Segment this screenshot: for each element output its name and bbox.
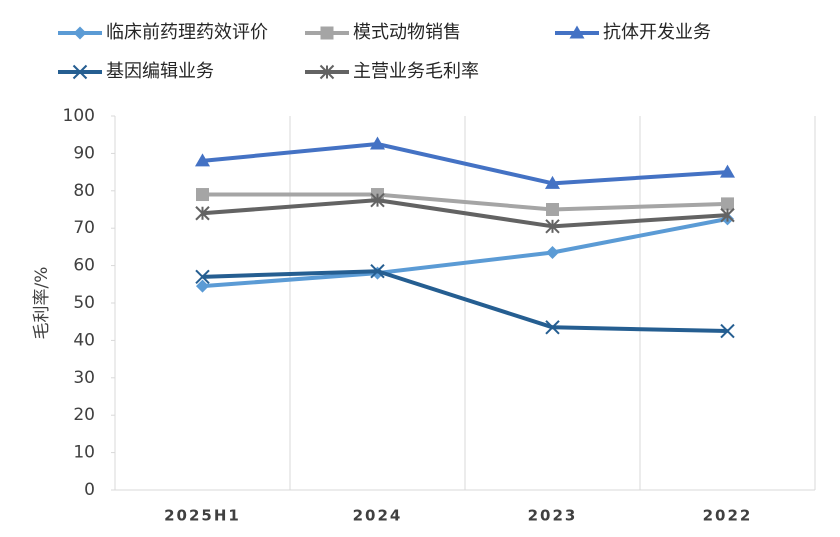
y-tick-label: 20: [73, 405, 95, 425]
data-point-stroke: [370, 264, 385, 279]
y-tick-label: 10: [73, 443, 95, 463]
y-tick-label: 40: [73, 330, 95, 350]
series-line: [202, 216, 728, 289]
data-point: [370, 136, 385, 150]
data-point: [545, 219, 560, 234]
data-point: [195, 269, 210, 285]
x-tick-label: 2024: [353, 507, 403, 525]
data-point-stroke: [545, 320, 560, 335]
x-tick-label: 2023: [528, 507, 578, 525]
data-point: [195, 153, 210, 167]
legend-label: 临床前药理药效评价: [106, 22, 268, 43]
legend-marker: [569, 25, 585, 39]
legend-label: 主营业务毛利率: [353, 61, 479, 82]
data-point-stroke: [720, 323, 735, 339]
legend-marker-stroke: [72, 64, 88, 80]
y-axis-label: 毛利率/%: [32, 267, 52, 340]
legend-marker: [320, 26, 334, 40]
legend-label: 基因编辑业务: [106, 61, 214, 82]
y-tick-label: 90: [73, 143, 95, 163]
y-tick-label: 30: [73, 368, 95, 388]
data-point: [720, 323, 735, 339]
y-tick-label: 80: [73, 181, 95, 201]
legend-marker: [72, 64, 88, 80]
legend-marker: [319, 64, 335, 80]
data-point: [546, 203, 559, 216]
data-point: [195, 206, 210, 221]
legend-marker: [73, 26, 87, 40]
data-point: [196, 279, 209, 293]
y-tick-label: 50: [73, 293, 95, 313]
x-tick-label: 2025H1: [164, 507, 241, 525]
data-point: [546, 246, 559, 260]
y-tick-label: 70: [73, 218, 95, 238]
x-tick-label: 2022: [703, 507, 753, 525]
data-point: [196, 188, 209, 202]
data-point: [545, 175, 560, 189]
data-point: [721, 197, 734, 211]
series-line: [202, 198, 728, 229]
legend-label: 抗体开发业务: [603, 22, 711, 43]
y-tick-label: 60: [73, 256, 95, 276]
series-line: [202, 269, 728, 334]
data-point: [720, 164, 735, 178]
data-point: [370, 264, 385, 279]
data-point: [545, 320, 560, 335]
y-tick-label: 100: [63, 106, 95, 126]
data-point-stroke: [195, 269, 210, 285]
y-tick-label: 0: [84, 480, 95, 500]
data-point: [370, 192, 385, 208]
series-line: [202, 192, 728, 212]
legend-label: 模式动物销售: [353, 22, 461, 43]
series-line: [202, 142, 728, 186]
data-point: [720, 207, 735, 223]
